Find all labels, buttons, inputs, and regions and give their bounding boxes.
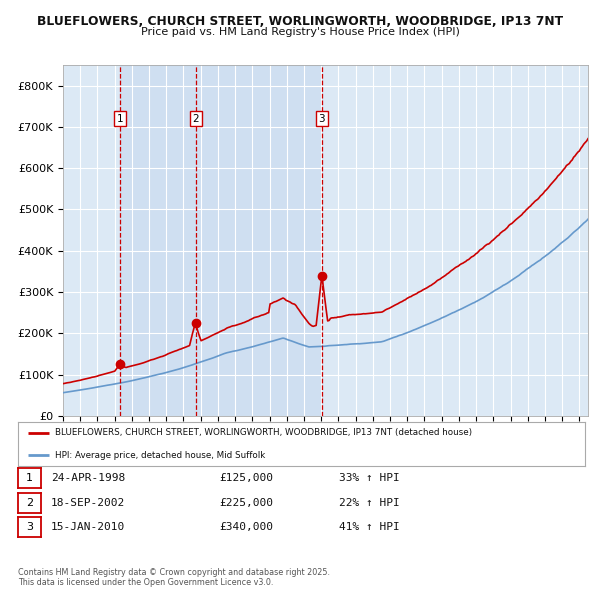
Text: £225,000: £225,000 [219, 498, 273, 507]
Text: 22% ↑ HPI: 22% ↑ HPI [339, 498, 400, 507]
Text: 2: 2 [193, 114, 199, 123]
Text: Price paid vs. HM Land Registry's House Price Index (HPI): Price paid vs. HM Land Registry's House … [140, 28, 460, 37]
Text: 41% ↑ HPI: 41% ↑ HPI [339, 523, 400, 532]
Text: BLUEFLOWERS, CHURCH STREET, WORLINGWORTH, WOODBRIDGE, IP13 7NT: BLUEFLOWERS, CHURCH STREET, WORLINGWORTH… [37, 15, 563, 28]
Text: £125,000: £125,000 [219, 473, 273, 483]
Bar [120, 65, 322, 416]
Text: 15-JAN-2010: 15-JAN-2010 [51, 523, 125, 532]
Text: 24-APR-1998: 24-APR-1998 [51, 473, 125, 483]
Text: 1: 1 [26, 473, 33, 483]
Text: 3: 3 [319, 114, 325, 123]
Text: 1: 1 [116, 114, 123, 123]
Text: BLUEFLOWERS, CHURCH STREET, WORLINGWORTH, WOODBRIDGE, IP13 7NT (detached house): BLUEFLOWERS, CHURCH STREET, WORLINGWORTH… [55, 428, 472, 437]
Text: 2: 2 [26, 498, 33, 507]
Text: 3: 3 [26, 523, 33, 532]
Text: 33% ↑ HPI: 33% ↑ HPI [339, 473, 400, 483]
Text: Contains HM Land Registry data © Crown copyright and database right 2025.
This d: Contains HM Land Registry data © Crown c… [18, 568, 330, 587]
Text: HPI: Average price, detached house, Mid Suffolk: HPI: Average price, detached house, Mid … [55, 451, 265, 460]
Text: 18-SEP-2002: 18-SEP-2002 [51, 498, 125, 507]
Text: £340,000: £340,000 [219, 523, 273, 532]
